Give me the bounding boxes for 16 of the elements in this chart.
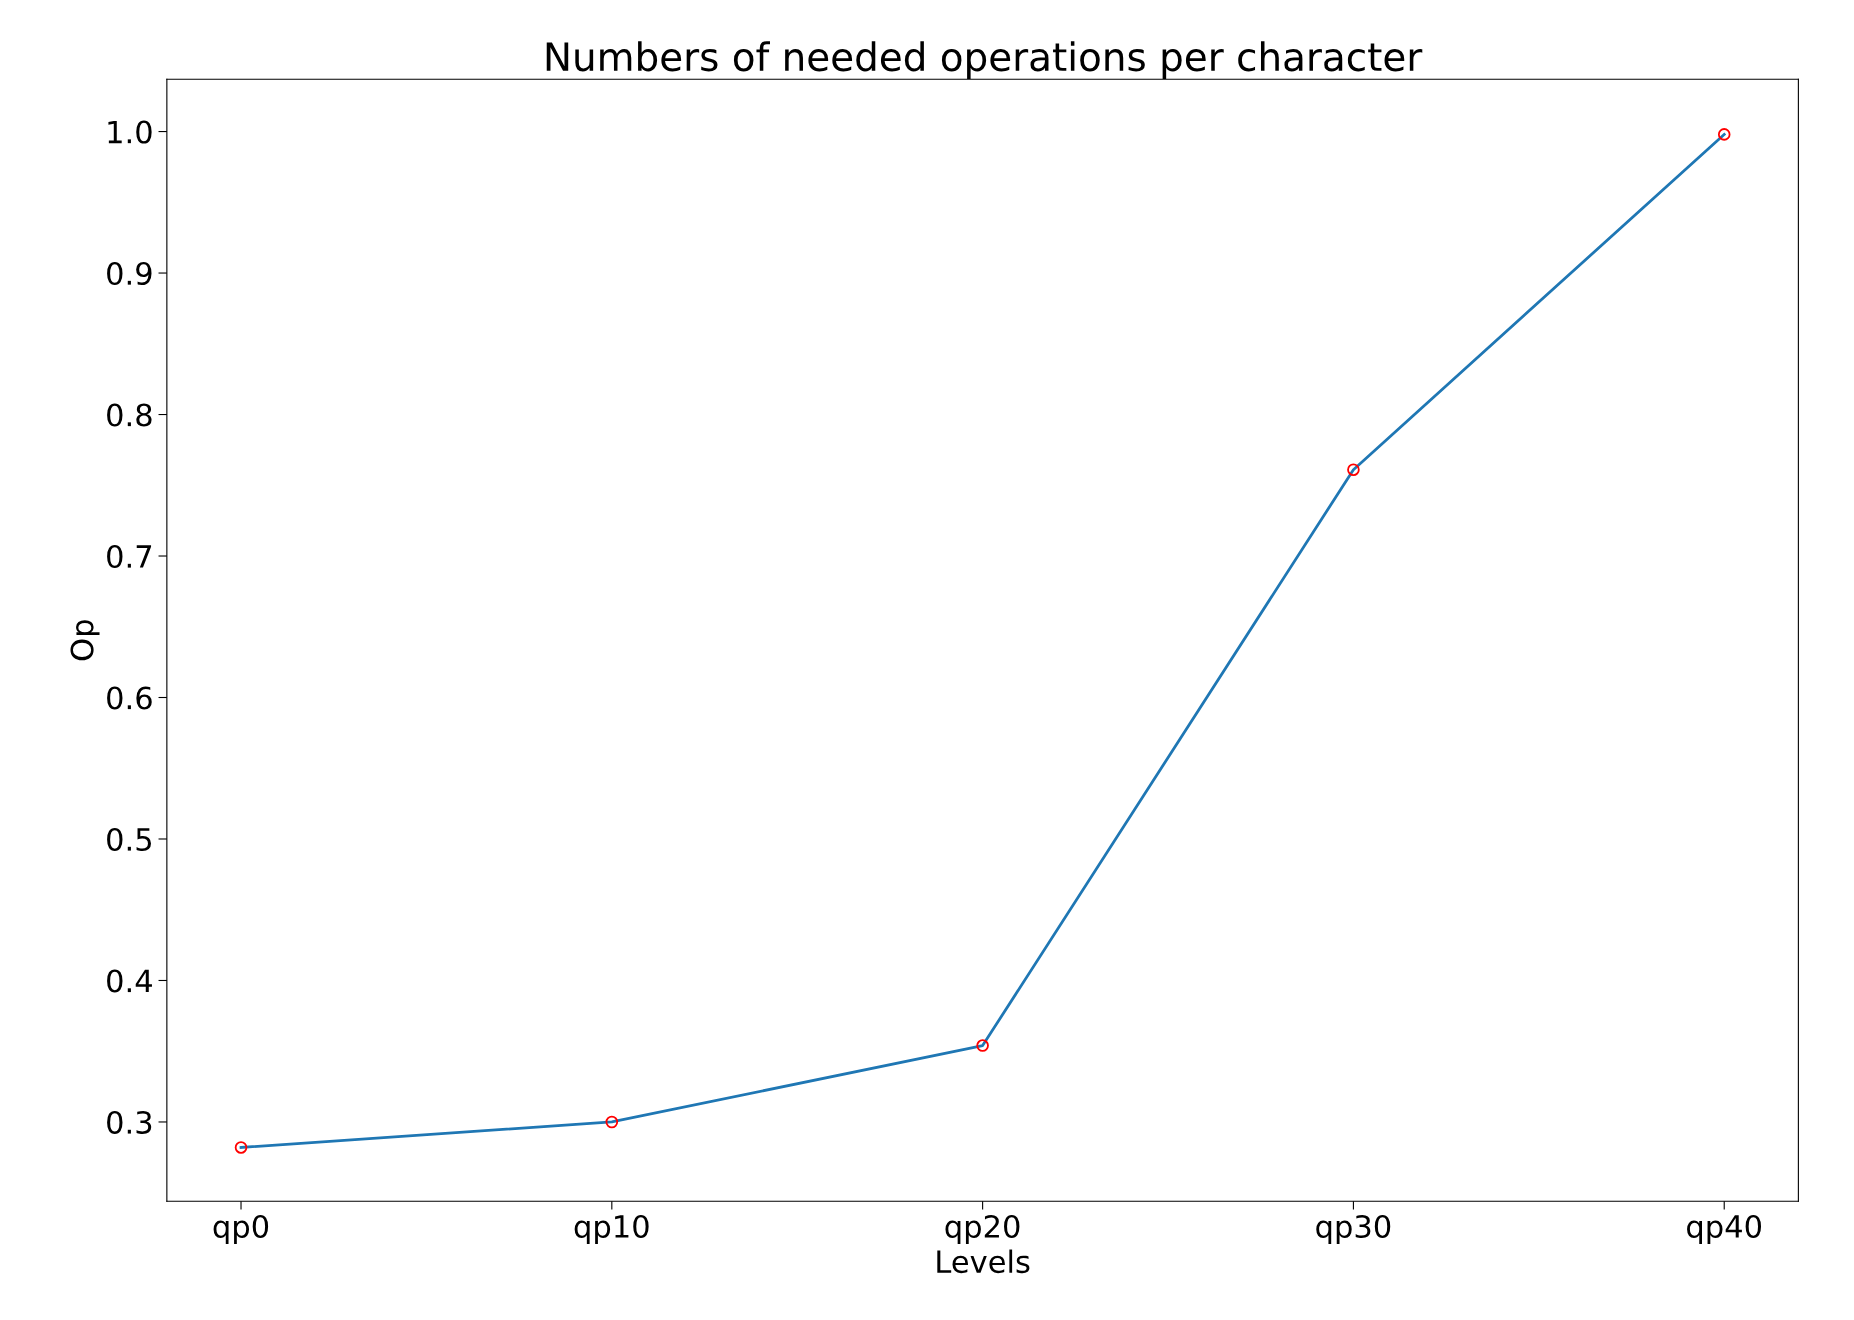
x-tick-label: qp30 xyxy=(1316,1214,1391,1244)
y-tick-label: 0.8 xyxy=(107,403,152,427)
y-tick-label: 0.7 xyxy=(107,544,152,569)
y-tick-label: 0.4 xyxy=(107,969,152,993)
y-axis-title: Op xyxy=(70,620,100,661)
y-tick-label: 0.5 xyxy=(107,827,151,852)
y-tick-label: 1.0 xyxy=(108,120,152,144)
x-tick-label: qp40 xyxy=(1687,1214,1762,1244)
chart-title: Numbers of needed operations per character xyxy=(546,41,1423,79)
x-tick-label: qp20 xyxy=(945,1214,1020,1244)
x-axis-title: Levels xyxy=(937,1249,1030,1274)
x-tick-label: qp10 xyxy=(574,1214,649,1244)
y-tick-label: 0.3 xyxy=(107,1110,152,1135)
x-tick-label: qp0 xyxy=(213,1214,269,1244)
y-tick-label: 0.9 xyxy=(107,261,152,286)
y-tick-label: 0.6 xyxy=(107,686,152,710)
